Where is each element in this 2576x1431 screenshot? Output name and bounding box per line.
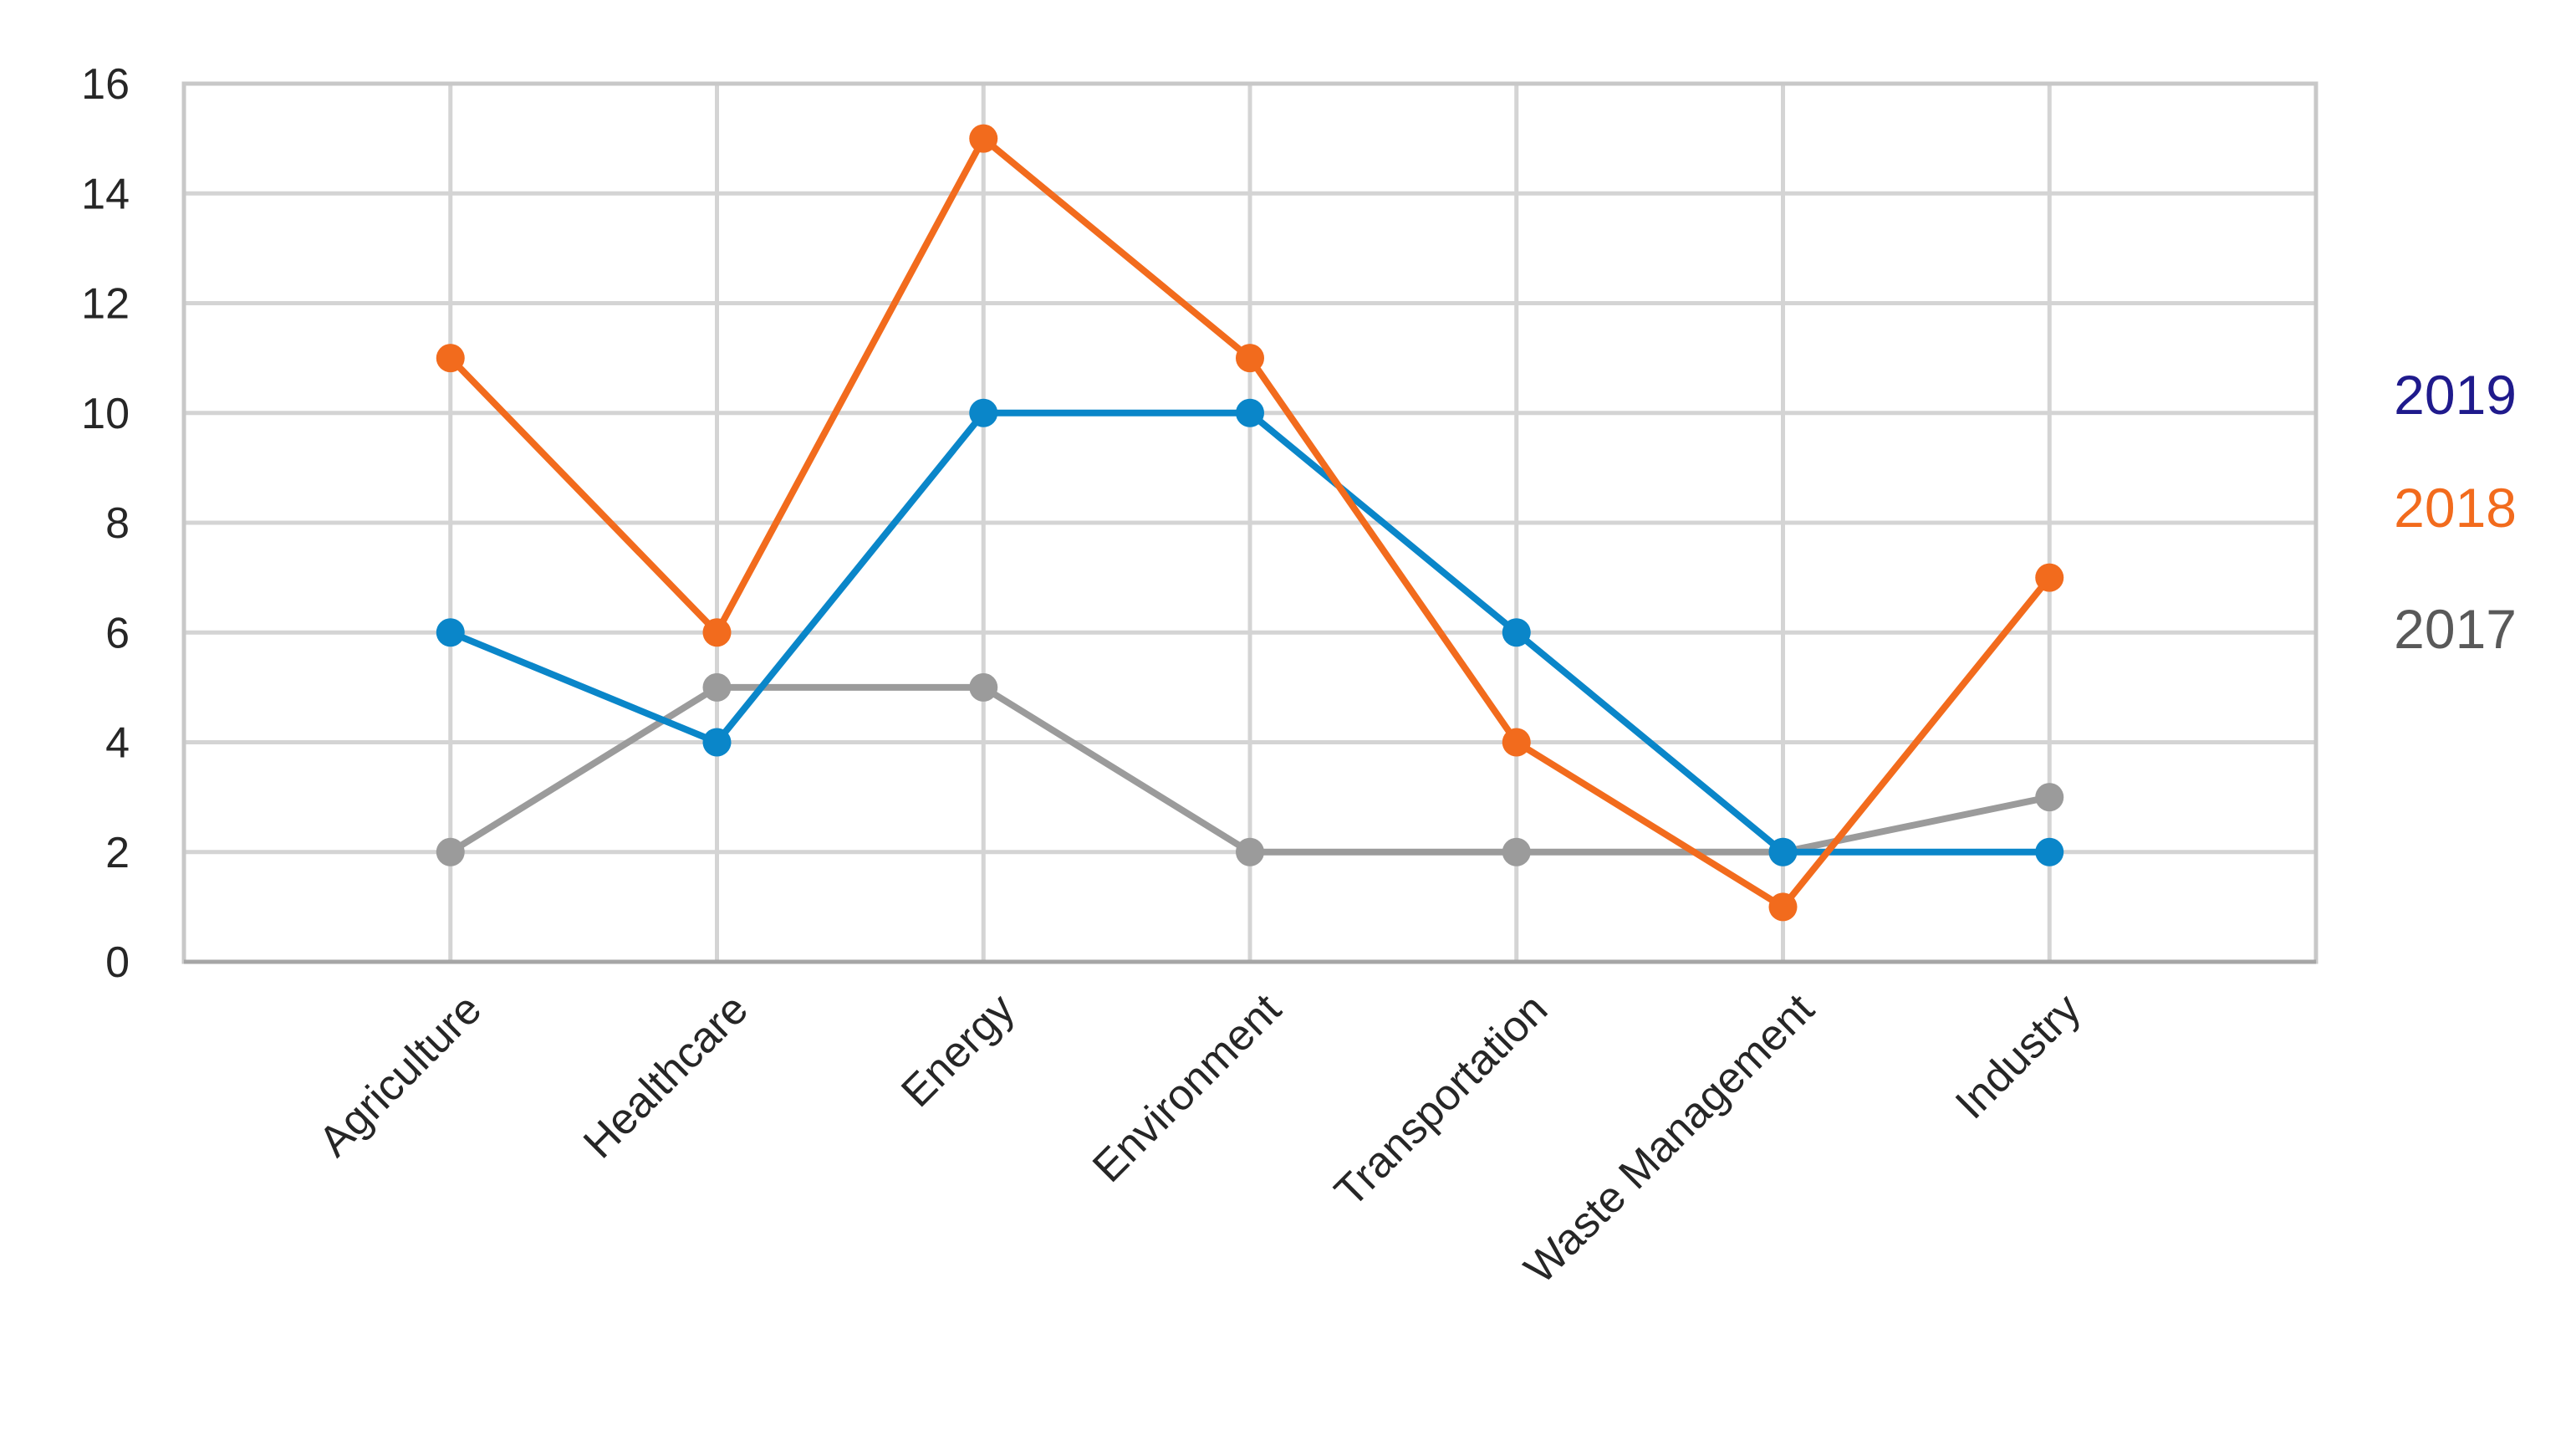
- data-point-2019: [969, 398, 998, 427]
- data-point-2019: [1502, 618, 1531, 647]
- x-tick-label: Energy: [892, 984, 1024, 1117]
- y-tick-label: 12: [81, 280, 130, 329]
- data-point-2019: [1768, 837, 1798, 866]
- y-tick-label: 6: [105, 609, 130, 657]
- y-tick-label: 10: [81, 390, 130, 438]
- data-point-2019: [436, 618, 465, 647]
- data-point-2017: [2035, 783, 2064, 812]
- data-point-2018: [1502, 728, 1531, 757]
- x-tick-label: Healthcare: [574, 984, 757, 1168]
- legend-entry-2019: 2019: [2394, 364, 2517, 426]
- data-point-2018: [2035, 563, 2064, 592]
- data-point-2019: [2035, 837, 2064, 866]
- data-point-2018: [1768, 892, 1798, 922]
- data-point-2019: [1236, 398, 1264, 427]
- x-tick-label: Waste Management: [1515, 984, 1824, 1293]
- legend: 2019 2018 2017: [2394, 364, 2517, 660]
- grid-layer: [181, 81, 2318, 964]
- y-tick-label: 2: [105, 829, 130, 877]
- y-tick-label: 4: [105, 719, 130, 768]
- y-tick-label: 14: [81, 170, 130, 218]
- y-tick-label: 16: [81, 60, 130, 109]
- data-point-2018: [1236, 344, 1264, 373]
- x-tick-labels: Agriculture Healthcare Energy Environment Tr…: [309, 984, 2089, 1293]
- data-point-2018: [969, 124, 998, 153]
- y-tick-label: 0: [105, 938, 130, 987]
- series-layer: [436, 124, 2064, 922]
- x-tick-label: Transportation: [1326, 984, 1558, 1216]
- data-point-2019: [702, 728, 732, 757]
- series-2018: [436, 124, 2064, 922]
- data-point-2018: [436, 344, 465, 373]
- data-point-2017: [1502, 837, 1531, 866]
- data-point-2017: [969, 672, 998, 702]
- data-point-2017: [702, 672, 732, 702]
- data-point-2018: [702, 618, 732, 647]
- x-tick-label: Environment: [1084, 984, 1291, 1192]
- x-tick-label: Agriculture: [309, 984, 491, 1166]
- legend-entry-2017: 2017: [2394, 598, 2517, 660]
- series-2019: [436, 398, 2064, 866]
- y-tick-label: 8: [105, 499, 130, 548]
- x-tick-label: Industry: [1946, 984, 2090, 1128]
- legend-entry-2018: 2018: [2394, 477, 2517, 539]
- data-point-2017: [436, 837, 465, 866]
- y-tick-labels: 0 2 4 6 8 10 12 14 16: [81, 60, 130, 987]
- data-point-2017: [1236, 837, 1264, 866]
